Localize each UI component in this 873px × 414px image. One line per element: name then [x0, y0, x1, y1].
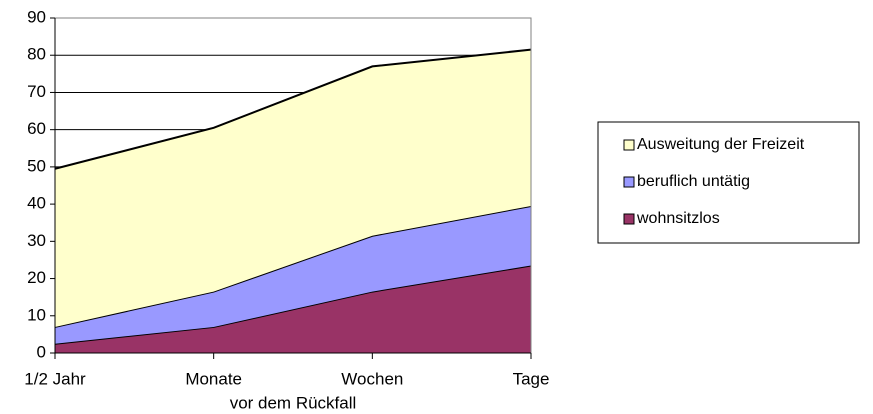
y-tick-label: 60: [27, 119, 46, 138]
legend-label: Ausweitung der Freizeit: [637, 136, 805, 153]
area: [55, 265, 531, 353]
y-tick-label: 30: [27, 231, 46, 250]
x-axis-label: vor dem Rückfall: [230, 393, 357, 412]
legend-swatch: [623, 176, 635, 188]
y-tick-label: 90: [27, 7, 46, 26]
legend: Ausweitung der Freizeit beruflich untätig…: [597, 121, 860, 244]
y-tick-label: 40: [27, 194, 46, 213]
x-tick-label: 1/2 Jahr: [24, 369, 86, 388]
area: [55, 205, 531, 344]
y-tick-label: 70: [27, 82, 46, 101]
x-tick-label: Wochen: [341, 369, 403, 388]
legend-swatch: [623, 139, 635, 151]
area: [55, 49, 531, 327]
x-tick-label: Tage: [513, 369, 550, 388]
y-tick-label: 20: [27, 268, 46, 287]
legend-label: wohnsitzlos: [636, 210, 720, 227]
plot-border: [55, 17, 532, 353]
legend-box: [597, 121, 860, 244]
y-tick-label: 80: [27, 45, 46, 64]
legend-swatch: [623, 213, 635, 225]
legend-label: beruflich untätig: [637, 173, 750, 190]
y-tick-label: 0: [37, 342, 46, 361]
y-tick-label: 10: [27, 305, 46, 324]
area-edge: [54, 48, 532, 170]
y-tick-label: 50: [27, 156, 46, 175]
x-tick-label: Monate: [185, 369, 242, 388]
